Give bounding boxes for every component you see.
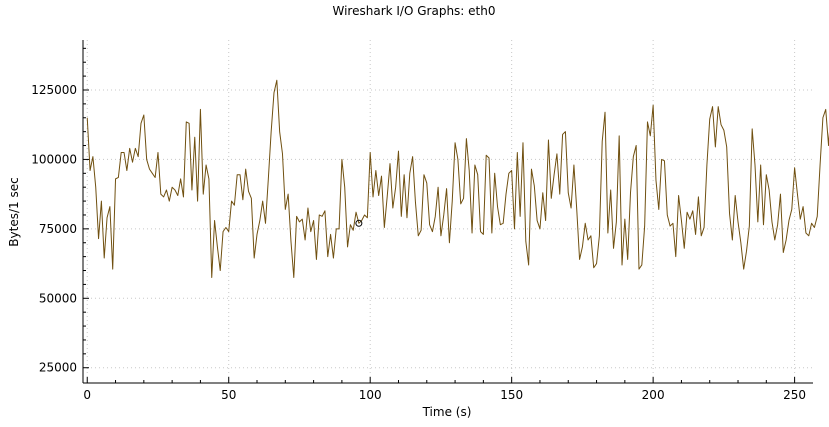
x-tick-label: 50	[221, 388, 236, 402]
grid	[83, 40, 813, 383]
y-tick-label: 100000	[31, 152, 77, 166]
y-axis-label: Bytes/1 sec	[7, 177, 21, 246]
marker-circle	[355, 219, 363, 227]
y-axis-ticks: 25000 50000 75000 100000 125000	[31, 47, 89, 375]
x-tick-label: 100	[359, 388, 382, 402]
annotations	[355, 219, 363, 227]
x-axis-label: Time (s)	[422, 405, 472, 419]
x-tick-label: 200	[642, 388, 665, 402]
series-line-bytes	[86, 79, 829, 278]
y-tick-label: 75000	[39, 222, 77, 236]
y-tick-label: 25000	[39, 361, 77, 375]
x-axis-ticks: 0 50 100 150 200 250	[83, 377, 806, 402]
chart-title: Wireshark I/O Graphs: eth0	[333, 4, 496, 18]
x-tick-label: 150	[500, 388, 523, 402]
x-tick-label: 250	[783, 388, 806, 402]
y-tick-label: 50000	[39, 291, 77, 305]
y-tick-label: 125000	[31, 83, 77, 97]
x-tick-label: 0	[83, 388, 91, 402]
